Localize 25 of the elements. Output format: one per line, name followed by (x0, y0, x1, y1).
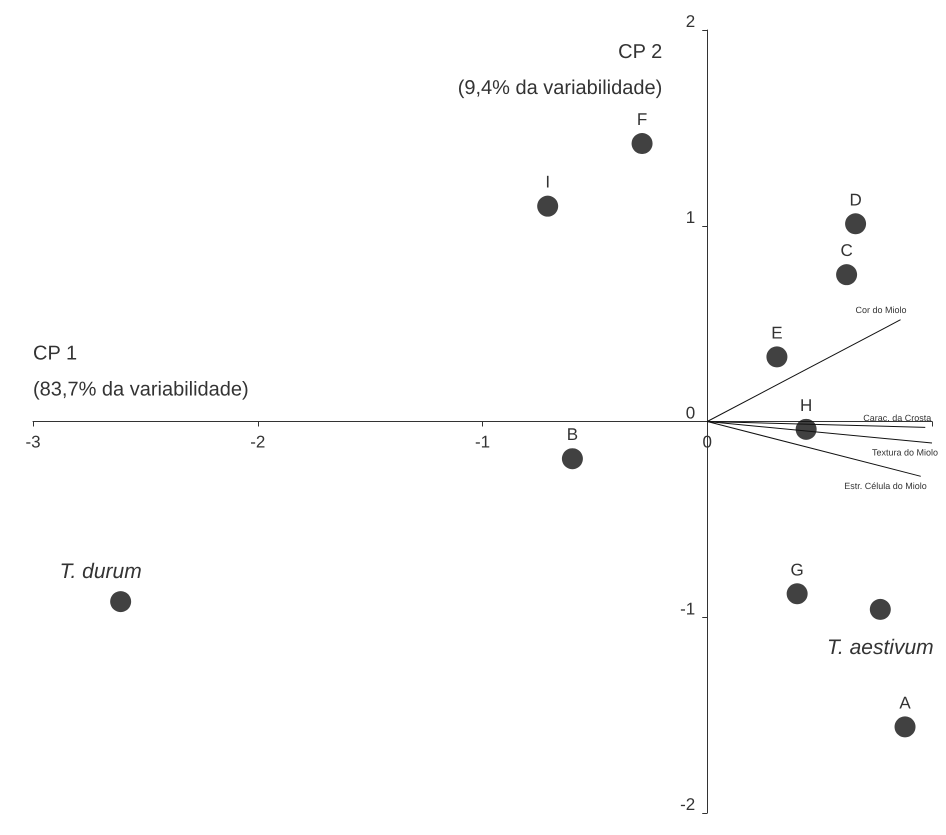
series-label: Textura do Miolo (872, 448, 938, 458)
annotation: D (849, 190, 862, 210)
x-axis-title: CP 1 (83,7% da variabilidade) (33, 342, 249, 400)
annotation: A (899, 693, 912, 712)
y-axis-title: CP 2 (9,4% da variabilidade) (458, 41, 662, 99)
y-tick-label: -1 (680, 599, 696, 618)
annotation: C (840, 241, 853, 260)
x-tick-label: -3 (25, 432, 41, 452)
annotation: E (771, 323, 783, 342)
annotation: H (800, 396, 812, 415)
y-tick-label: 1 (686, 208, 696, 227)
y-tick-label: 0 (686, 404, 696, 422)
x-tick-label: -2 (250, 432, 266, 452)
annotation: G (790, 560, 804, 580)
series-label: Estr. Célula do Miolo (844, 480, 927, 491)
annotation: T. durum (60, 560, 142, 584)
series-label: Cor do Miolo (856, 305, 907, 316)
annotation: I (545, 172, 550, 192)
y-tick-label: 2 (686, 12, 696, 31)
annotation: F (636, 110, 648, 130)
series-label: Carac. da Crosta (863, 412, 932, 423)
y-tick-label: -2 (680, 795, 696, 814)
x-tick-label: -1 (474, 432, 490, 452)
annotation: B (566, 425, 578, 444)
annotation: T. aestivum (827, 636, 934, 659)
